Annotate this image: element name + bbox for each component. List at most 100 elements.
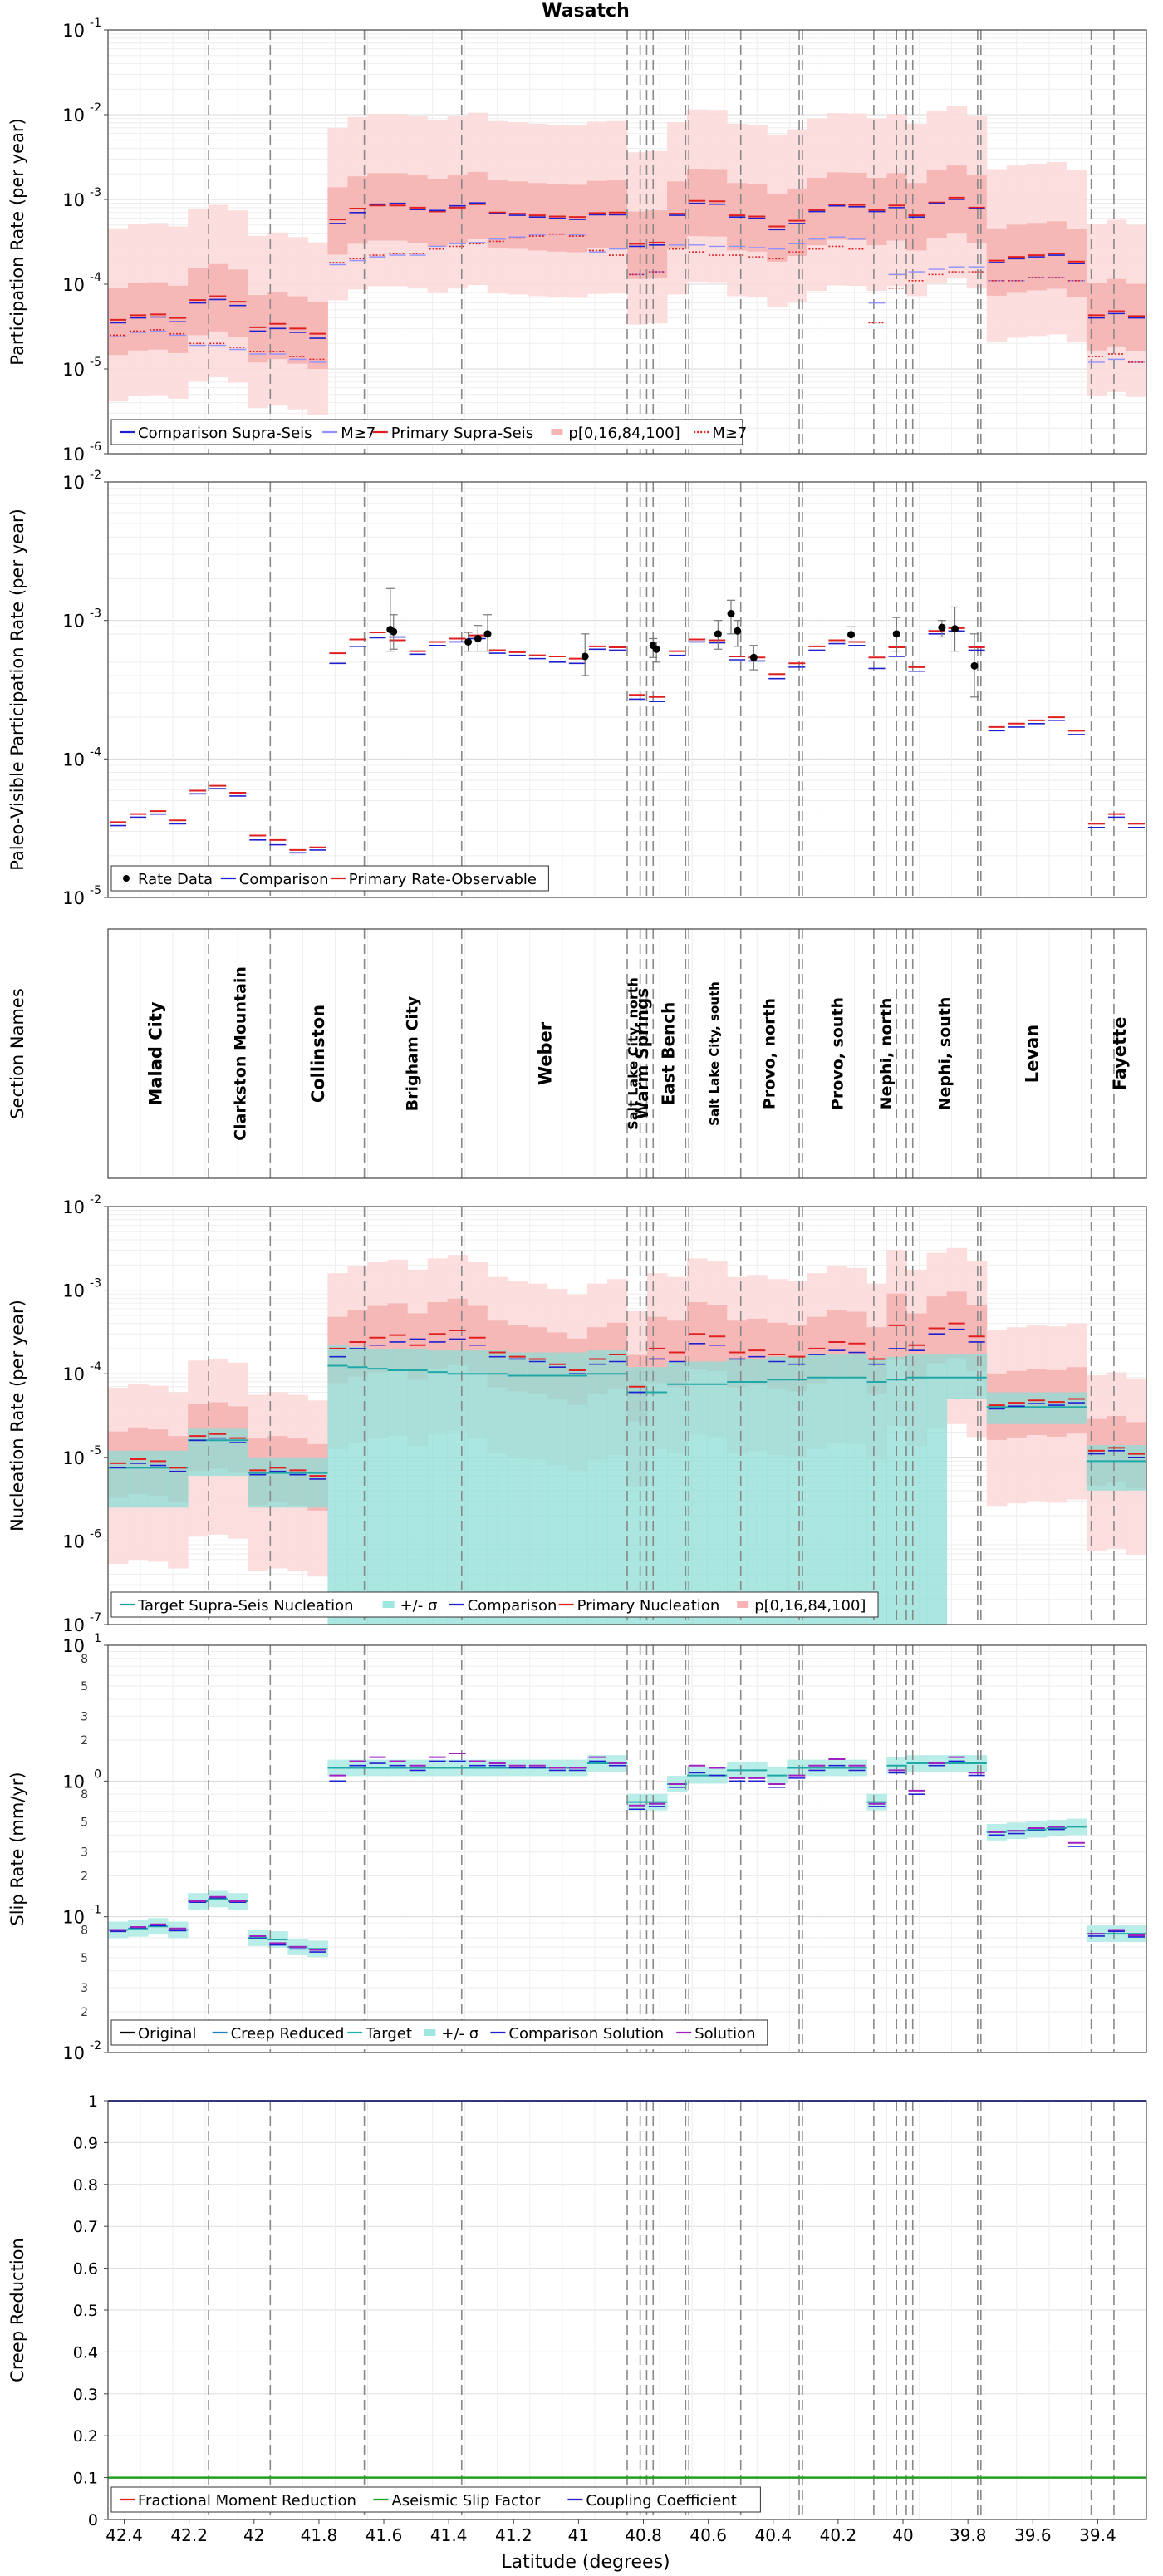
y-tick-label: 0.4 bbox=[73, 2343, 98, 2362]
legend-label: Solution bbox=[694, 2025, 755, 2043]
section-name-label: Salt Lake City, north bbox=[625, 977, 640, 1130]
x-tick-label: 42 bbox=[243, 2525, 264, 2545]
band-inner bbox=[707, 169, 728, 237]
series-comparison bbox=[110, 1328, 1145, 1480]
legend-marker bbox=[123, 875, 130, 882]
target-sigma-band bbox=[307, 1457, 328, 1508]
band-inner bbox=[1086, 283, 1107, 351]
y-minor-tick-label: 3 bbox=[81, 1982, 88, 1995]
y-axis-label: Paleo-Visible Participation Rate (per ye… bbox=[7, 509, 27, 871]
x-tick-label: 41.8 bbox=[301, 2525, 338, 2545]
legend: Comparison Supra-Seis M≥7 Primary Supra-Se… bbox=[110, 419, 747, 445]
y-minor-tick-label: 8 bbox=[81, 1788, 88, 1802]
series-primary-rate-observable bbox=[110, 627, 1145, 851]
target-sigma-band bbox=[1086, 1445, 1107, 1491]
target-sigma-band bbox=[707, 1361, 728, 1625]
legend-box bbox=[110, 1591, 879, 1618]
target-sigma-band bbox=[846, 1354, 867, 1625]
legend-item: Aseismic Slip Factor bbox=[373, 2492, 541, 2510]
legend-item: Coupling Coefficient bbox=[567, 2492, 737, 2510]
legend-item: Primary Supra-Seis bbox=[372, 425, 533, 442]
target-sigma-band bbox=[108, 1450, 129, 1508]
band-inner bbox=[926, 1296, 948, 1364]
series-primary-nucleation bbox=[110, 1322, 1145, 1477]
target-sigma-band bbox=[1046, 1392, 1067, 1424]
band-inner bbox=[128, 283, 149, 351]
band-inner bbox=[287, 296, 308, 364]
series-comparison bbox=[110, 630, 1145, 854]
series-solution bbox=[110, 1752, 1145, 1951]
y-tick-exponent: -3 bbox=[90, 1277, 101, 1290]
rate-data-point bbox=[581, 652, 589, 661]
legend: Fractional Moment Reduction Aseismic Slip… bbox=[110, 2486, 761, 2513]
target-sigma-band bbox=[866, 1359, 887, 1625]
legend-item: p[0,16,84,100] bbox=[737, 1597, 866, 1615]
target-sigma-band bbox=[427, 1350, 449, 1625]
section-name-label: Weber bbox=[535, 1021, 555, 1085]
y-tick-label: 10 bbox=[62, 612, 85, 632]
legend-item: Rate Data bbox=[123, 871, 213, 888]
y-tick-label: 10 bbox=[62, 750, 85, 769]
target-sigma-band bbox=[586, 1350, 608, 1625]
legend-item: Primary Rate-Observable bbox=[330, 871, 537, 888]
y-tick-label: 0.2 bbox=[73, 2427, 98, 2446]
y-tick-label: 10 bbox=[62, 1772, 85, 1792]
x-tick-label: 40.6 bbox=[689, 2525, 727, 2545]
x-tick-label: 42.2 bbox=[170, 2525, 208, 2545]
legend-label: Comparison bbox=[468, 1597, 557, 1615]
x-tick-label: 41.6 bbox=[366, 2525, 403, 2545]
legend-item: +/- σ bbox=[424, 2025, 478, 2043]
y-tick-label: 10 bbox=[62, 1448, 85, 1468]
rate-data-point bbox=[727, 609, 735, 617]
y-tick-label: 10 bbox=[62, 888, 85, 908]
series-m-7-primary bbox=[110, 233, 1145, 363]
section-name-label: Malad City bbox=[146, 1001, 166, 1105]
y-tick-label: 10 bbox=[62, 445, 85, 465]
legend-item: Primary Nucleation bbox=[558, 1597, 719, 1615]
band-inner bbox=[228, 269, 248, 337]
legend-item: +/- σ bbox=[382, 1597, 438, 1615]
legend-box bbox=[110, 2019, 768, 2046]
band-inner bbox=[687, 1301, 708, 1369]
legend-swatch bbox=[551, 429, 563, 435]
y-axis-label: Creep Reduction bbox=[7, 2238, 27, 2382]
target-sigma-band bbox=[447, 1350, 469, 1625]
target-sigma-band bbox=[1026, 1392, 1048, 1424]
y-axis-label: Section Names bbox=[7, 988, 27, 1119]
legend-label: +/- σ bbox=[400, 1597, 438, 1615]
x-tick-label: 40.4 bbox=[755, 2525, 793, 2545]
y-tick-label: 10 bbox=[62, 1636, 85, 1656]
band-inner bbox=[467, 171, 488, 239]
rate-data-point bbox=[464, 637, 473, 646]
y-minor-tick-label: 2 bbox=[81, 1734, 88, 1748]
legend-swatch bbox=[737, 1601, 749, 1608]
y-minor-tick-label: 8 bbox=[81, 1653, 88, 1666]
band-inner bbox=[267, 292, 288, 360]
target-sigma-band bbox=[827, 1354, 847, 1625]
target-sigma-band bbox=[667, 1361, 688, 1625]
band-inner bbox=[627, 211, 648, 279]
legend-item: Original bbox=[120, 2025, 196, 2043]
section-name-label: Provo, north bbox=[760, 998, 778, 1109]
legend-label: Aseismic Slip Factor bbox=[391, 2492, 541, 2510]
y-tick-exponent: -3 bbox=[90, 186, 101, 199]
target-sigma-band bbox=[507, 1352, 528, 1625]
legend-label: Coupling Coefficient bbox=[586, 2492, 736, 2510]
panel-slip: Slip Rate (mm/yr) 10 -2 10 -1 10 0 10 1 3 5 8 2 3 5 8 2 3… bbox=[7, 1632, 1147, 2063]
section-name-label: Collinston bbox=[308, 1005, 328, 1103]
y-minor-tick-label: 5 bbox=[81, 1952, 88, 1965]
y-tick-exponent: -3 bbox=[90, 607, 101, 621]
target-sigma-band bbox=[946, 1354, 968, 1399]
y-tick-exponent: -1 bbox=[90, 1904, 101, 1917]
panel-sections: Malad City Clarkston Mountain Collinston Br… bbox=[7, 928, 1147, 1179]
y-tick-label: 0.1 bbox=[73, 2470, 98, 2488]
section-name-label: Clarkston Mountain bbox=[232, 966, 250, 1141]
target-sigma-band bbox=[926, 1354, 948, 1625]
plot-frame bbox=[107, 1644, 1147, 2053]
y-tick-label: 0.3 bbox=[73, 2386, 98, 2404]
legend: Original Creep Reduced Target +/- σ Comparis… bbox=[110, 2019, 768, 2046]
rate-data-point bbox=[892, 630, 900, 638]
y-tick-label: 10 bbox=[62, 2043, 85, 2063]
rate-data-point bbox=[970, 661, 979, 670]
